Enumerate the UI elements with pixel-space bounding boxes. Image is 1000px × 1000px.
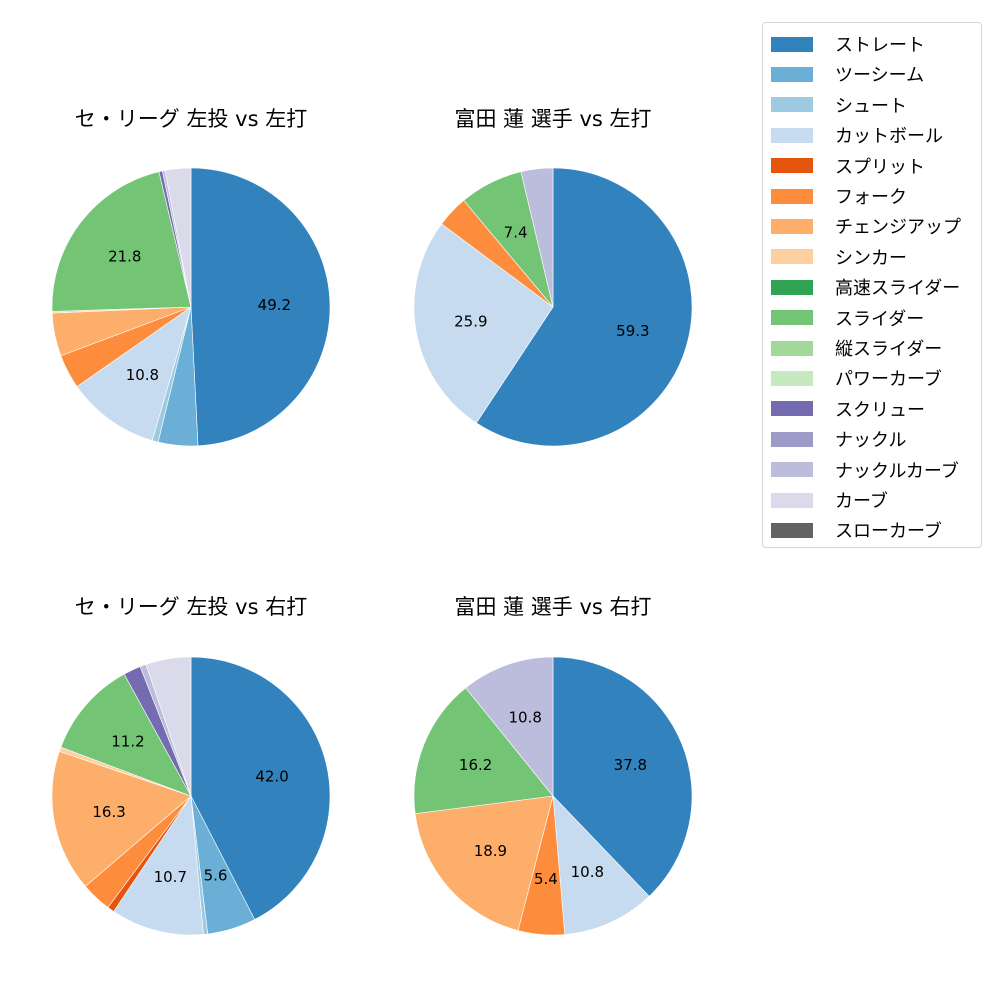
legend-label: 縦スライダー (835, 339, 943, 360)
legend-swatch (771, 522, 813, 538)
legend-swatch (771, 66, 813, 82)
pie-slice-label: 16.2 (459, 756, 492, 774)
pie-slice-label: 25.9 (454, 312, 487, 330)
pie-slice-label: 16.3 (92, 803, 125, 821)
legend-label: フォーク (835, 187, 907, 208)
pie-slice (520, 167, 554, 308)
legend-label: カーブ (835, 491, 888, 512)
legend-swatch (771, 370, 813, 386)
legend-swatch (771, 279, 813, 295)
legend-item: ナックル (763, 424, 906, 454)
chart-title-league-vs-left: セ・リーグ 左投 vs 左打 (74, 107, 308, 131)
pie-slice-label: 42.0 (255, 767, 288, 785)
pie-slice (190, 656, 331, 920)
legend-item: 縦スライダー (763, 333, 942, 363)
legend-item: チェンジアップ (763, 211, 961, 241)
legend: ストレートツーシームシュートカットボール スプリットフォークチェンジアップ シンカー… (762, 22, 982, 548)
pie-slice-label: 18.9 (474, 842, 507, 860)
legend-label: カットボール (835, 126, 943, 148)
legend-swatch (771, 492, 813, 508)
pie-slice-label: 11.2 (111, 732, 144, 750)
legend-swatch (771, 462, 813, 478)
legend-swatch (771, 401, 813, 417)
legend-swatch (771, 188, 813, 204)
pie-slice (51, 171, 192, 312)
pie-slice-label: 59.3 (616, 322, 649, 340)
legend-item: シュート (763, 90, 907, 120)
pie-slice (475, 167, 693, 447)
legend-swatch (771, 127, 813, 143)
pie-slice (413, 223, 554, 424)
pie-slice (465, 656, 554, 797)
pie-slice-label: 5.4 (534, 870, 558, 888)
legend-item: スクリュー (763, 394, 925, 424)
chart-title-player-vs-right: 富田 蓮 選手 vs 右打 (454, 595, 652, 619)
legend-swatch (771, 249, 813, 265)
pie-slice-label: 10.7 (154, 868, 187, 886)
pie-slice (413, 687, 554, 814)
pie-slice-label: 10.8 (126, 366, 159, 384)
pie-slice (414, 795, 554, 931)
pie-slice (552, 656, 693, 897)
legend-swatch (771, 431, 813, 447)
legend-label: ナックル (835, 430, 907, 452)
legend-item: カーブ (763, 485, 888, 515)
chart-title-league-vs-right: セ・リーグ 左投 vs 右打 (74, 595, 308, 619)
pie-slice (113, 795, 204, 936)
legend-item: パワーカーブ (763, 363, 942, 393)
legend-item: ナックルカーブ (763, 455, 959, 485)
legend-label: 高速スライダー (835, 278, 961, 300)
chart-title-player-vs-left: 富田 蓮 選手 vs 左打 (454, 107, 652, 131)
legend-label: スローカーブ (835, 521, 942, 543)
legend-swatch (771, 218, 813, 234)
legend-label: スクリュー (835, 399, 925, 421)
legend-label: パワーカーブ (835, 369, 942, 391)
legend-item: ツーシーム (763, 59, 924, 89)
pie-slice-label: 10.8 (509, 708, 542, 726)
legend-item: ストレート (763, 29, 925, 59)
legend-item: 高速スライダー (763, 272, 960, 302)
pie-slice (552, 795, 650, 935)
pie-slice (145, 656, 192, 797)
legend-swatch (771, 340, 813, 356)
legend-swatch (771, 97, 813, 113)
legend-item: フォーク (763, 181, 907, 211)
pie-slice-label: 7.4 (504, 223, 528, 241)
pie-slice (190, 167, 331, 447)
legend-swatch (771, 310, 813, 326)
pie-slice (60, 673, 192, 797)
legend-item: シンカー (763, 242, 907, 272)
pie-slice-label: 49.2 (258, 296, 291, 314)
legend-item: スプリット (763, 151, 925, 181)
legend-item: スローカーブ (763, 515, 942, 545)
legend-swatch (771, 158, 813, 174)
legend-label: ツーシーム (835, 65, 925, 87)
pie-slice-label: 5.6 (204, 867, 228, 885)
pie-slice (164, 167, 192, 308)
pie-slice (51, 750, 192, 887)
legend-swatch (771, 36, 813, 52)
legend-label: ナックルカーブ (835, 460, 959, 482)
pie-slice-label: 10.8 (571, 863, 604, 881)
legend-label: ストレート (835, 35, 925, 56)
legend-label: チェンジアップ (835, 217, 961, 239)
pie-slice (76, 306, 192, 441)
legend-label: スプリット (835, 156, 925, 178)
legend-item: カットボール (763, 120, 943, 150)
pie-slice-label: 21.8 (108, 247, 141, 265)
legend-label: シュート (835, 95, 907, 117)
legend-item: スライダー (763, 303, 924, 333)
pie-slice-label: 37.8 (614, 756, 647, 774)
legend-label: スライダー (835, 308, 925, 330)
legend-label: シンカー (835, 247, 907, 269)
